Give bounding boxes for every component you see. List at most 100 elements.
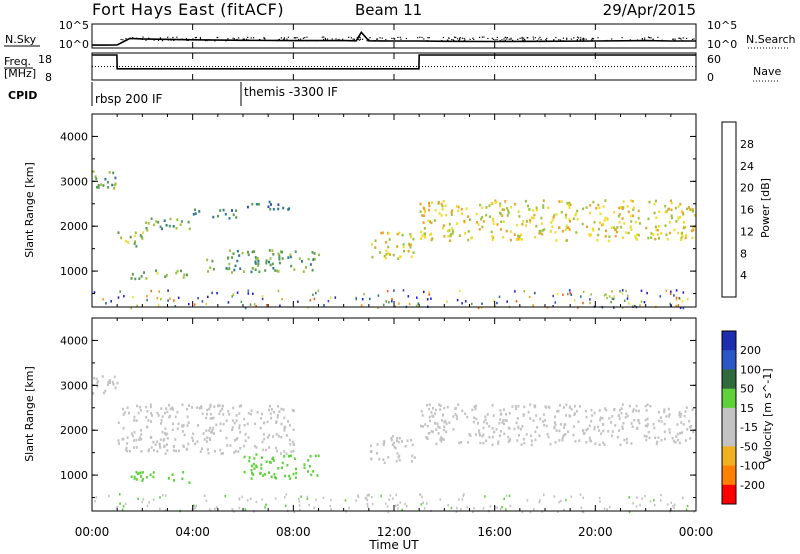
noise-search-point [647, 36, 650, 38]
echo-cell [135, 438, 138, 442]
echo-cell [231, 256, 234, 259]
echo-cell [212, 426, 215, 430]
echo-cell [682, 423, 685, 426]
echo-cell [635, 409, 638, 413]
echo-cell [431, 430, 434, 434]
echo-cell [673, 294, 675, 297]
noise-search-point [527, 37, 529, 39]
echo-cell [174, 438, 177, 441]
echo-cell [597, 233, 600, 237]
echo-cell [198, 210, 201, 213]
echo-cell [295, 471, 298, 475]
echo-cell [452, 415, 455, 418]
echo-cell [113, 375, 116, 379]
echo-cell [420, 230, 423, 234]
noise-search-point [353, 38, 356, 40]
echo-cell [592, 200, 595, 204]
echo-cell [444, 419, 447, 423]
echo-cell [591, 227, 594, 230]
noise-search-point [649, 37, 651, 39]
noise-search-point [679, 37, 681, 39]
echo-cell [158, 444, 161, 447]
echo-cell [274, 497, 277, 500]
echo-cell [524, 199, 527, 203]
noise-search-point [510, 37, 512, 39]
echo-cell [206, 448, 209, 451]
noise-search-point [373, 40, 375, 42]
echo-cell [668, 428, 671, 431]
echo-cell [529, 403, 532, 406]
echo-cell [126, 406, 129, 409]
echo-cell [393, 289, 395, 292]
echo-cell [275, 433, 278, 436]
echo-cell [690, 425, 693, 428]
echo-cell [206, 412, 208, 416]
echo-cell [279, 304, 281, 307]
echo-cell [108, 379, 111, 382]
noise-search-point [264, 38, 266, 40]
echo-cell [472, 420, 475, 424]
noise-search-point [638, 40, 640, 42]
noise-search-point [148, 37, 150, 39]
echo-cell [599, 212, 602, 216]
echo-cell [648, 436, 651, 440]
echo-cell [160, 419, 163, 422]
echo-cell [660, 232, 663, 235]
echo-cell [123, 411, 126, 414]
echo-cell [675, 289, 678, 292]
echo-cell [386, 290, 389, 293]
echo-cell [613, 408, 616, 412]
echo-cell [392, 253, 395, 257]
echo-cell [202, 432, 205, 435]
noise-search-point [276, 40, 278, 42]
y-tick-label: 4000 [60, 130, 88, 143]
echo-cell [166, 437, 169, 440]
echo-cell [657, 419, 660, 423]
echo-cell [439, 408, 442, 411]
echo-cell [491, 443, 494, 447]
x-tick-label: 16:00 [477, 525, 512, 539]
echo-cell [401, 233, 404, 237]
echo-cell [211, 417, 213, 420]
echo-cell [255, 465, 258, 469]
echo-cell [480, 306, 483, 309]
echo-cell [602, 205, 605, 208]
echo-cell [277, 252, 280, 256]
echo-cell [491, 435, 494, 439]
noise-search-point [399, 36, 401, 38]
echo-cell [411, 460, 413, 463]
echo-cell [673, 506, 675, 509]
echo-cell [466, 415, 469, 419]
echo-cell [409, 233, 412, 236]
echo-cell [238, 412, 241, 415]
echo-cell [269, 263, 272, 267]
echo-cell [226, 257, 229, 260]
echo-cell [563, 426, 566, 429]
echo-cell [507, 211, 510, 215]
echo-cell [655, 228, 658, 232]
noise-search-point [523, 37, 525, 39]
echo-cell [109, 381, 111, 385]
echo-cell [505, 229, 508, 233]
echo-cell [679, 432, 682, 435]
echo-cell [165, 224, 168, 227]
echo-cell [162, 439, 165, 442]
echo-cell [366, 498, 369, 502]
noise-search-point [296, 37, 298, 39]
echo-cell [521, 425, 524, 428]
echo-cell [582, 290, 585, 294]
echo-cell [288, 454, 290, 458]
echo-cell [564, 228, 567, 232]
echo-cell [686, 504, 689, 508]
echo-cell [268, 471, 270, 474]
echo-cell [166, 449, 169, 452]
echo-cell [276, 416, 279, 419]
noise-search-point [606, 39, 608, 42]
echo-cell [689, 208, 692, 211]
echo-cell [382, 458, 385, 461]
echo-cell [194, 442, 197, 446]
echo-cell [665, 210, 668, 213]
noise-search-point [250, 37, 252, 39]
echo-cell [680, 236, 683, 240]
echo-cell [244, 433, 247, 436]
